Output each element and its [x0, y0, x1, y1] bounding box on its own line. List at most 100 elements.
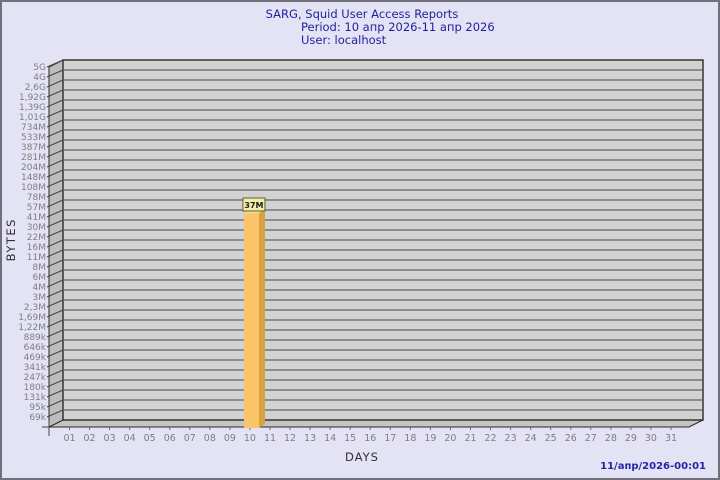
- y-tick-label: 180k: [24, 383, 47, 393]
- y-tick: [46, 159, 64, 168]
- x-tick-label: 01: [63, 433, 75, 444]
- x-tick-label: 02: [84, 433, 96, 444]
- x-tick-label: 19: [424, 433, 436, 444]
- y-tick-label: 11M: [27, 253, 46, 263]
- x-tick-label: 20: [444, 433, 456, 444]
- gridlines: [64, 69, 702, 411]
- bar-value-labels: 37M: [242, 197, 266, 212]
- x-axis-ticks: [69, 427, 672, 430]
- y-tick: [46, 109, 64, 118]
- x-tick-label: 18: [404, 433, 416, 444]
- y-tick-label: 69k: [29, 413, 46, 423]
- y-tick: [46, 239, 64, 248]
- x-tick-label: 09: [224, 433, 236, 444]
- y-tick-label: 889k: [24, 333, 47, 343]
- y-tick: [46, 59, 64, 68]
- report-title: SARG, Squid User Access Reports: [265, 7, 459, 21]
- y-tick-label: 387M: [21, 143, 46, 153]
- y-tick-label: 734M: [21, 123, 46, 133]
- y-tick-label: 30M: [27, 223, 46, 233]
- y-tick: [46, 299, 64, 308]
- plot-floor: [48, 419, 704, 428]
- x-tick-label: 04: [124, 433, 136, 444]
- y-axis-title: BYTES: [4, 218, 18, 262]
- y-tick: [46, 129, 64, 138]
- y-tick-label: 469k: [24, 353, 47, 363]
- value-label: 37M: [244, 201, 263, 210]
- y-tick-label: 148M: [21, 173, 46, 183]
- report-user: User: localhost: [301, 33, 387, 47]
- y-tick-label: 8M: [33, 263, 47, 273]
- y-tick-label: 1,22M: [18, 323, 46, 333]
- y-tick: [46, 379, 64, 388]
- x-tick-label: 25: [545, 433, 557, 444]
- y-tick: [46, 269, 64, 278]
- data-bars: [243, 209, 265, 428]
- y-tick-label: 41M: [27, 213, 46, 223]
- x-tick-label: 31: [665, 433, 677, 444]
- x-tick-label: 15: [344, 433, 356, 444]
- y-tick: [46, 409, 64, 418]
- y-tick: [46, 99, 64, 108]
- y-tick: [46, 289, 64, 298]
- y-tick-label: 281M: [21, 153, 46, 163]
- y-tick: [46, 189, 64, 198]
- y-tick-label: 4G: [33, 73, 46, 83]
- y-tick-label: 6M: [33, 273, 47, 283]
- x-tick-label: 30: [645, 433, 657, 444]
- x-tick-label: 16: [364, 433, 376, 444]
- x-tick-label: 13: [304, 433, 316, 444]
- y-tick: [46, 389, 64, 398]
- report-generated-timestamp: 11/апр/2026-00:01: [600, 461, 706, 472]
- y-tick-label: 533M: [21, 133, 46, 143]
- x-tick-label: 26: [565, 433, 577, 444]
- y-tick: [46, 329, 64, 338]
- y-tick-label: 16M: [27, 243, 46, 253]
- x-tick-label: 29: [625, 433, 637, 444]
- y-tick: [46, 229, 64, 238]
- y-tick-label: 2,6G: [25, 83, 46, 93]
- x-tick-label: 28: [605, 433, 617, 444]
- bar-side-face: [258, 209, 265, 428]
- y-tick: [46, 259, 64, 268]
- y-tick-label: 5G: [33, 63, 46, 73]
- x-tick-label: 21: [464, 433, 476, 444]
- y-tick: [46, 149, 64, 158]
- y-tick: [46, 169, 64, 178]
- y-tick: [46, 69, 64, 78]
- y-tick-label: 3M: [33, 293, 47, 303]
- x-tick-label: 10: [244, 433, 256, 444]
- y-tick: [46, 119, 64, 128]
- x-tick-label: 14: [324, 433, 336, 444]
- y-tick: [46, 89, 64, 98]
- y-tick: [46, 309, 64, 318]
- x-tick-label: 22: [485, 433, 497, 444]
- y-tick: [46, 219, 64, 228]
- x-tick-label: 27: [585, 433, 597, 444]
- x-tick-label: 05: [144, 433, 156, 444]
- x-tick-label: 03: [104, 433, 116, 444]
- x-tick-label: 17: [384, 433, 396, 444]
- y-tick-label: 95k: [29, 403, 46, 413]
- y-tick: [46, 359, 64, 368]
- y-tick-label: 22M: [27, 233, 46, 243]
- y-tick-label: 4M: [33, 283, 47, 293]
- y-tick-label: 1,39G: [19, 103, 46, 113]
- y-tick-label: 1,69M: [18, 313, 46, 323]
- y-tick: [46, 279, 64, 288]
- bar-front-face: [243, 213, 259, 428]
- y-tick-label: 1,01G: [19, 113, 46, 123]
- y-tick-label: 57M: [27, 203, 46, 213]
- y-tick-label: 341k: [24, 363, 47, 373]
- x-tick-label: 07: [184, 433, 196, 444]
- y-tick: [46, 349, 64, 358]
- y-tick: [46, 179, 64, 188]
- x-tick-label: 11: [264, 433, 276, 444]
- x-tick-label: 24: [525, 433, 537, 444]
- y-tick: [46, 399, 64, 408]
- y-tick-label: 1,92G: [19, 93, 46, 103]
- x-axis-title: DAYS: [345, 450, 379, 464]
